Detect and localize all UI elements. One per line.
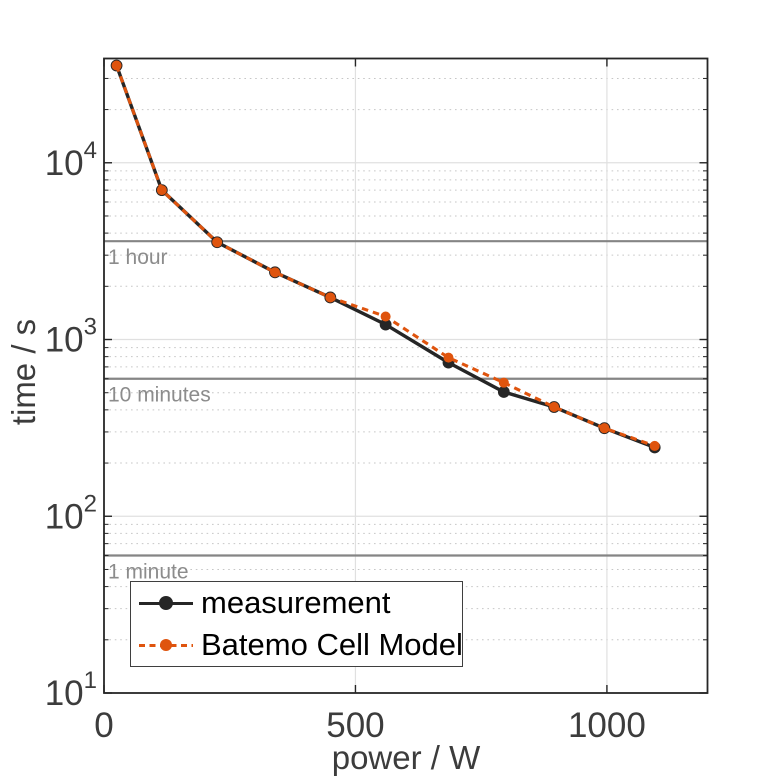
y-tick-label: 104 xyxy=(45,137,97,183)
data-point-marker xyxy=(111,60,122,71)
data-series xyxy=(110,59,661,454)
x-tick-label: 500 xyxy=(326,706,384,745)
data-point-marker xyxy=(599,423,610,434)
x-tick-label: 1000 xyxy=(568,706,646,745)
data-point-marker xyxy=(497,386,510,398)
x-axis-label: power / W xyxy=(331,739,481,776)
y-tick-label: 102 xyxy=(45,490,97,536)
data-point-marker xyxy=(498,377,509,388)
data-point-marker xyxy=(269,267,280,278)
data-point-marker xyxy=(380,311,391,322)
reference-lines: 1 hour 10 minutes 1 minute xyxy=(104,240,708,583)
x-tick-label: 0 xyxy=(94,706,113,745)
reference-line-label: 1 minute xyxy=(108,560,189,583)
data-point-marker xyxy=(325,292,336,303)
reference-line-label: 1 hour xyxy=(108,246,168,269)
data-point-marker xyxy=(443,352,454,363)
reference-line-label: 10 minutes xyxy=(108,384,211,407)
measurement-line-sample xyxy=(139,593,193,613)
circle-marker-icon xyxy=(160,639,172,651)
data-point-marker xyxy=(156,185,167,196)
axis-ticks xyxy=(103,58,708,694)
data-point-marker xyxy=(649,440,660,451)
y-tick-label: 101 xyxy=(45,667,97,713)
legend-label-measurement: measurement xyxy=(201,585,391,620)
legend-item-measurement: measurement xyxy=(131,583,462,624)
y-tick-label: 103 xyxy=(45,314,97,360)
y-tick-labels: 101 102 103 104 xyxy=(45,137,97,713)
data-point-marker xyxy=(212,237,223,248)
data-point-marker xyxy=(379,318,392,331)
y-axis-label: time / s xyxy=(5,318,42,426)
legend-item-batemo-cell-model: Batemo Cell Model xyxy=(131,625,463,666)
plot-frame xyxy=(103,57,709,694)
x-tick-labels: 0 500 1000 xyxy=(94,706,646,745)
legend-label-batemo-cell-model: Batemo Cell Model xyxy=(201,627,463,662)
model-line-sample xyxy=(139,635,193,655)
legend: measurement Batemo Cell Model xyxy=(130,581,463,667)
data-point-marker xyxy=(549,402,560,413)
circle-marker-icon xyxy=(159,596,173,610)
